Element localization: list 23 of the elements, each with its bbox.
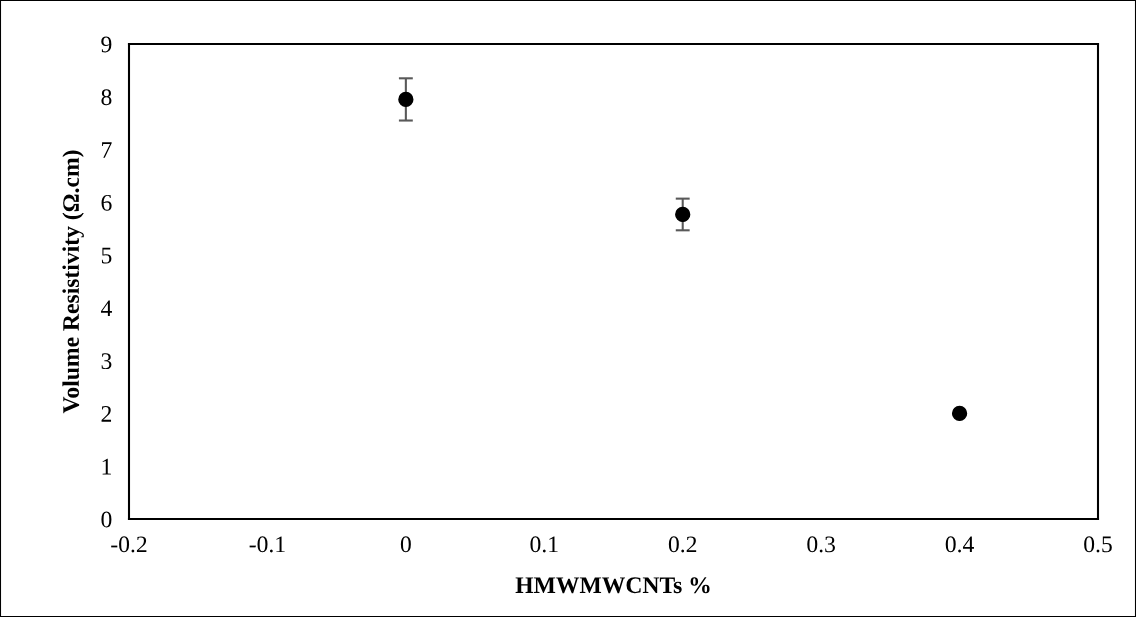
y-tick-label: 0 — [101, 511, 112, 528]
x-axis-title: HMWMWCNTs % — [515, 577, 710, 594]
x-tick-label: 0.1 — [530, 536, 558, 553]
y-tick-label: 9 — [101, 36, 112, 53]
y-tick-label: 1 — [102, 458, 111, 475]
x-tick-label: 0.5 — [1084, 536, 1112, 553]
x-tick-label: 0 — [400, 536, 411, 553]
x-tick-label: -0.1 — [249, 536, 285, 553]
point — [675, 206, 691, 223]
y-axis-title: Volume Resistivity (Ω.cm) — [62, 150, 84, 414]
y-tick-label: 4 — [100, 300, 112, 317]
point — [951, 405, 968, 422]
y-tick-label: 6 — [101, 194, 112, 211]
y-tick-label: 5 — [101, 247, 112, 264]
point — [398, 91, 414, 108]
x-tick-label: -0.2 — [111, 536, 147, 553]
x-tick-label: 0.4 — [945, 536, 974, 553]
x-tick-label: 0.2 — [668, 536, 697, 553]
y-tick-label: 7 — [102, 142, 112, 158]
y-tick-label: 8 — [101, 89, 112, 106]
y-tick-label: 3 — [101, 353, 112, 370]
y-tick-label: 2 — [101, 406, 112, 422]
x-tick-label: 0.3 — [807, 536, 835, 553]
